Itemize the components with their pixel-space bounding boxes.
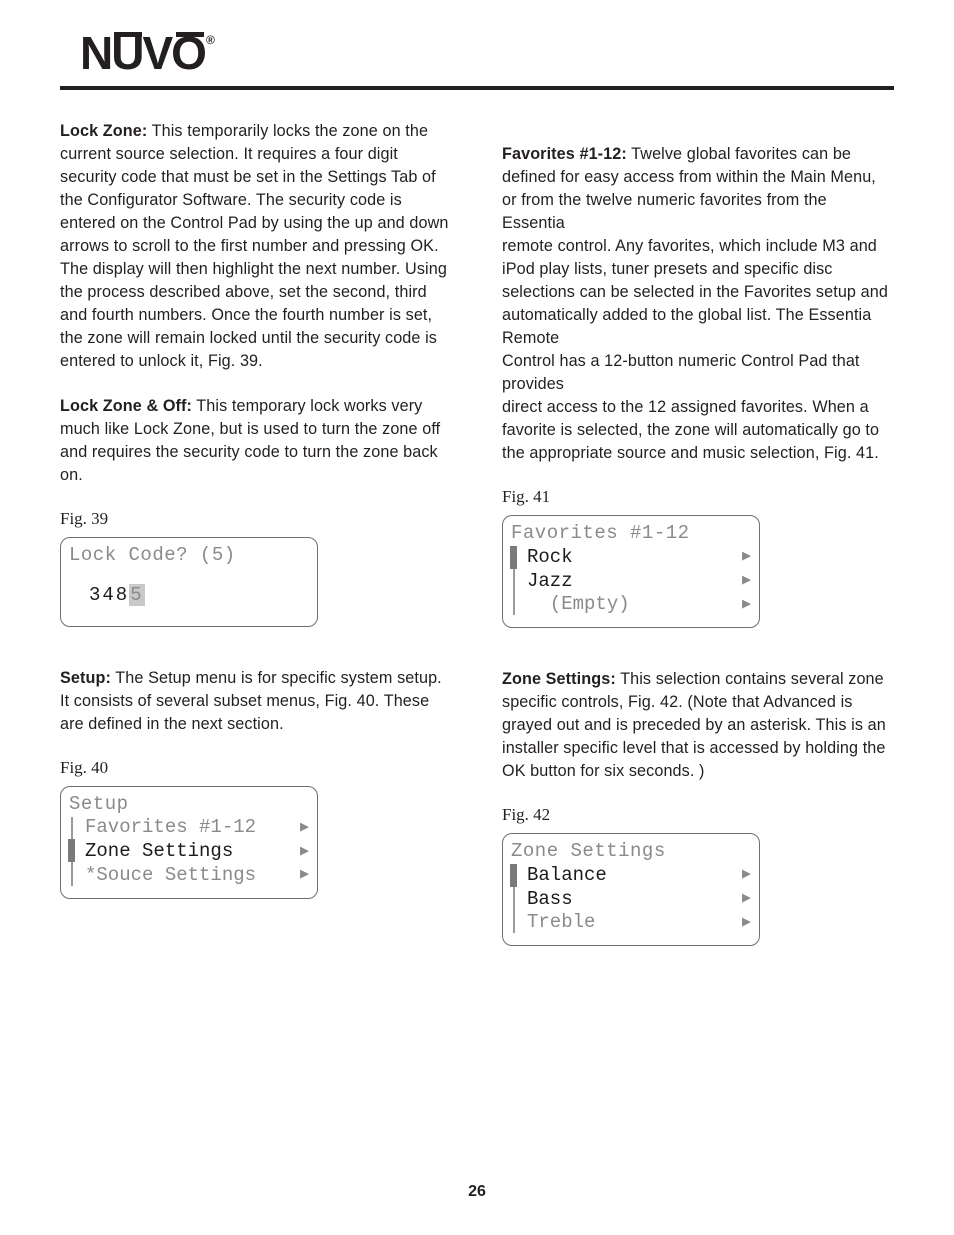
fig40-item-1: Zone Settings ▶ (69, 840, 309, 864)
brand-logo: NUVO® (80, 30, 212, 76)
left-column: Lock Zone: This temporarily locks the zo… (60, 120, 452, 972)
fig40-lcd: Setup Favorites #1-12 ▶ Zone Settings ▶ … (60, 786, 318, 899)
registered-mark: ® (206, 33, 213, 47)
fig41-lcd: Favorites #1-12 Rock ▶ Jazz ▶ (Empty) ▶ (502, 515, 760, 628)
fig42-title: Zone Settings (511, 840, 751, 864)
fig42-caption: Fig. 42 (502, 805, 894, 825)
fig41-item-1-text: Jazz (527, 570, 573, 594)
chevron-right-icon: ▶ (742, 548, 751, 567)
body-setup: The Setup menu is for specific system se… (60, 669, 442, 733)
fig42-scroll-rail (513, 864, 515, 933)
fig41-item-2-text: (Empty) (527, 593, 630, 617)
content-columns: Lock Zone: This temporarily locks the zo… (60, 120, 894, 972)
fig40-item-0: Favorites #1-12 ▶ (69, 816, 309, 840)
fig40-item-2-text: *Souce Settings (85, 864, 256, 888)
fig41-title: Favorites #1-12 (511, 522, 751, 546)
fig40-caption: Fig. 40 (60, 758, 452, 778)
chevron-right-icon: ▶ (742, 866, 751, 885)
fig42-item-1: Bass ▶ (511, 888, 751, 912)
fig41-scroll-thumb (510, 546, 517, 569)
para-setup: Setup: The Setup menu is for specific sy… (60, 667, 452, 736)
fig42-scroll-thumb (510, 864, 517, 887)
chevron-right-icon: ▶ (742, 596, 751, 615)
para-lock-zone-off: Lock Zone & Off: This temporary lock wor… (60, 395, 452, 487)
fig41-item-2: (Empty) ▶ (511, 593, 751, 617)
fig41-scroll-rail (513, 546, 515, 615)
lead-zone-settings: Zone Settings: (502, 670, 616, 688)
chevron-right-icon: ▶ (300, 866, 309, 885)
lead-lock-zone: Lock Zone: (60, 122, 147, 140)
body-favorites: Twelve global favorites can be defined f… (502, 145, 888, 462)
fig40-item-1-text: Zone Settings (85, 840, 233, 864)
para-lock-zone: Lock Zone: This temporarily locks the zo… (60, 120, 452, 373)
fig42-lcd: Zone Settings Balance ▶ Bass ▶ Treble ▶ (502, 833, 760, 946)
fig40-item-2: *Souce Settings ▶ (69, 864, 309, 888)
fig41-item-1: Jazz ▶ (511, 570, 751, 594)
fig39-lcd: Lock Code? (5) 3485 (60, 537, 318, 627)
logo-block: NUVO® (80, 30, 894, 76)
fig39-code: 3485 (69, 568, 309, 616)
para-favorites: Favorites #1-12: Twelve global favorites… (502, 120, 894, 465)
fig39-code-cursor: 5 (129, 584, 144, 606)
fig40-scroll-rail (71, 817, 73, 886)
fig39-title: Lock Code? (5) (69, 544, 309, 568)
fig42-item-1-text: Bass (527, 888, 573, 912)
fig42-item-2-text: Treble (527, 911, 595, 935)
chevron-right-icon: ▶ (742, 890, 751, 909)
fig40-scroll-thumb (68, 839, 75, 862)
fig41-item-0-text: Rock (527, 546, 573, 570)
fig40-item-0-text: Favorites #1-12 (85, 816, 256, 840)
para-zone-settings: Zone Settings: This selection contains s… (502, 668, 894, 783)
right-column: Favorites #1-12: Twelve global favorites… (502, 120, 894, 972)
fig39-code-digits: 348 (89, 584, 129, 606)
page-number: 26 (0, 1183, 954, 1201)
fig42-item-0-text: Balance (527, 864, 607, 888)
lead-lock-zone-off: Lock Zone & Off: (60, 397, 192, 415)
fig42-item-2: Treble ▶ (511, 911, 751, 935)
header-rule (60, 86, 894, 90)
document-page: NUVO® Lock Zone: This temporarily locks … (0, 0, 954, 1235)
chevron-right-icon: ▶ (742, 572, 751, 591)
chevron-right-icon: ▶ (300, 819, 309, 838)
fig40-title: Setup (69, 793, 309, 817)
chevron-right-icon: ▶ (300, 843, 309, 862)
fig41-caption: Fig. 41 (502, 487, 894, 507)
fig41-item-0: Rock ▶ (511, 546, 751, 570)
fig42-item-0: Balance ▶ (511, 864, 751, 888)
lead-favorites: Favorites #1-12: (502, 145, 627, 163)
lead-setup: Setup: (60, 669, 111, 687)
fig39-caption: Fig. 39 (60, 509, 452, 529)
chevron-right-icon: ▶ (742, 914, 751, 933)
body-lock-zone: This temporarily locks the zone on the c… (60, 122, 448, 370)
